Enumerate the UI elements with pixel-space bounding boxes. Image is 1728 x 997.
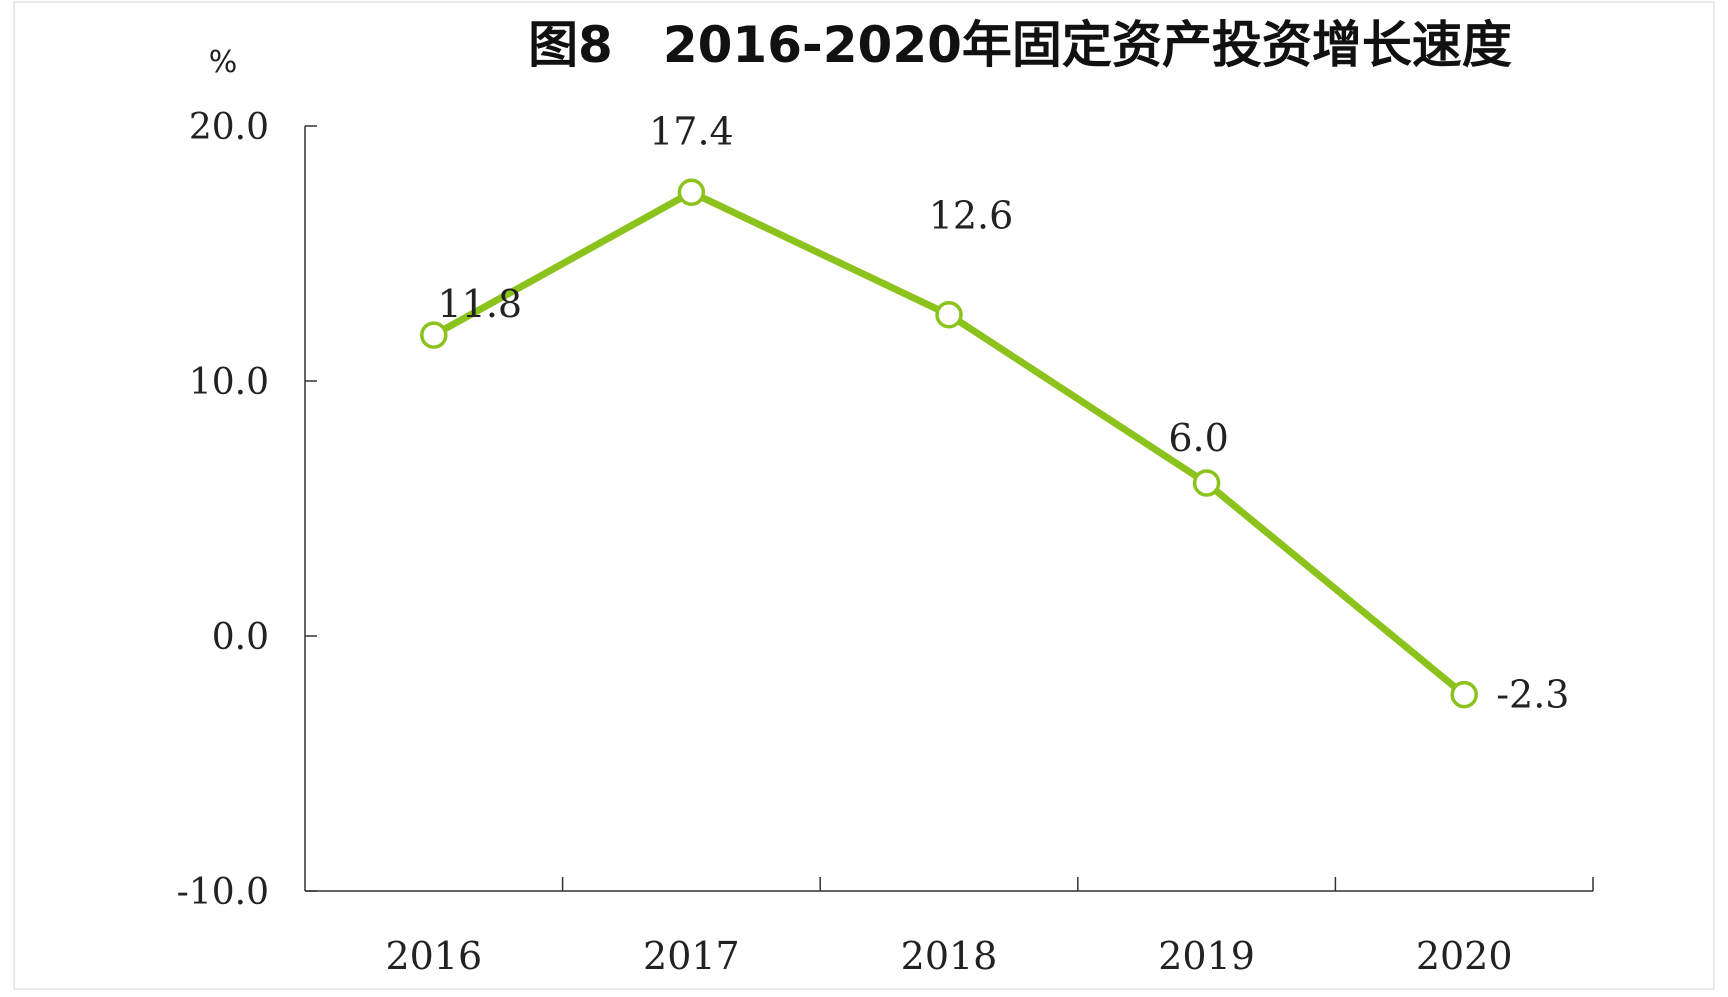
y-tick-label: 10.0 xyxy=(189,362,269,403)
x-tick-label: 2018 xyxy=(901,934,998,978)
x-tick-label: 2020 xyxy=(1416,934,1513,978)
data-point-marker xyxy=(935,300,963,329)
series-line xyxy=(430,188,1468,699)
chart-title: 图8 2016-2020年固定资产投资增长速度 xyxy=(528,16,1512,74)
x-axis: 2016 2017 2018 2019 2020 xyxy=(305,877,1594,978)
y-tick-label: -10.0 xyxy=(177,872,269,913)
chart-border xyxy=(13,1,1715,990)
y-axis: -10.0 0.0 10.0 20.0 xyxy=(177,107,317,913)
data-label: 6.0 xyxy=(1168,416,1228,460)
data-point-marker xyxy=(420,321,448,349)
data-label: 17.4 xyxy=(649,109,734,153)
y-tick-label: 0.0 xyxy=(212,617,269,658)
data-label: 11.8 xyxy=(437,282,522,326)
data-labels-layer: 11.8 17.4 12.6 6.0 -2.3 xyxy=(437,109,1569,716)
data-point-marker xyxy=(1450,680,1478,709)
data-label: 12.6 xyxy=(929,194,1014,238)
x-tick-label: 2019 xyxy=(1158,934,1255,978)
data-label: -2.3 xyxy=(1496,673,1569,717)
x-tick-label: 2016 xyxy=(385,934,482,978)
y-axis-unit-label: % xyxy=(209,45,238,80)
y-tick-label: 20.0 xyxy=(189,107,269,148)
x-tick-label: 2017 xyxy=(643,934,740,978)
data-point-marker xyxy=(1192,469,1221,497)
series-layer xyxy=(420,178,1478,709)
data-point-marker xyxy=(677,178,706,207)
